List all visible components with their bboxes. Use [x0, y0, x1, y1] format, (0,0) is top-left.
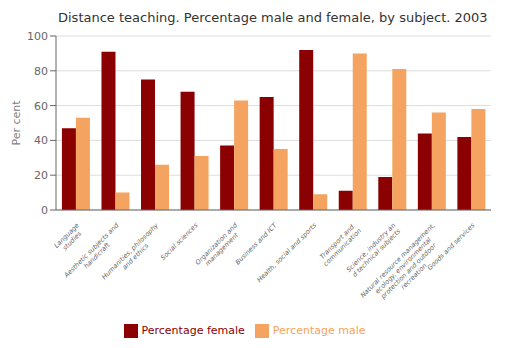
svg-text:Languagestudies: Languagestudies [53, 221, 87, 255]
svg-text:Aesthetic subjects andhandicra: Aesthetic subjects andhandicraft [62, 221, 126, 285]
svg-text:20: 20 [34, 169, 48, 182]
svg-text:Health, social and sports: Health, social and sports [256, 221, 319, 284]
svg-text:Per cent: Per cent [10, 100, 23, 146]
svg-text:60: 60 [34, 100, 48, 113]
svg-text:Social sciences: Social sciences [159, 221, 200, 262]
svg-text:0: 0 [41, 204, 48, 217]
svg-text:Natural resource management,ec: Natural resource management,ecology, env… [359, 221, 453, 315]
svg-text:40: 40 [34, 134, 48, 147]
svg-text:80: 80 [34, 65, 48, 78]
svg-text:Humanities, philosophyand ethi: Humanities, philosophyand ethics [100, 221, 165, 286]
svg-text:100: 100 [27, 30, 48, 43]
svg-text:Business and ICT: Business and ICT [234, 221, 280, 267]
svg-text:Goods and services: Goods and services [426, 221, 477, 272]
